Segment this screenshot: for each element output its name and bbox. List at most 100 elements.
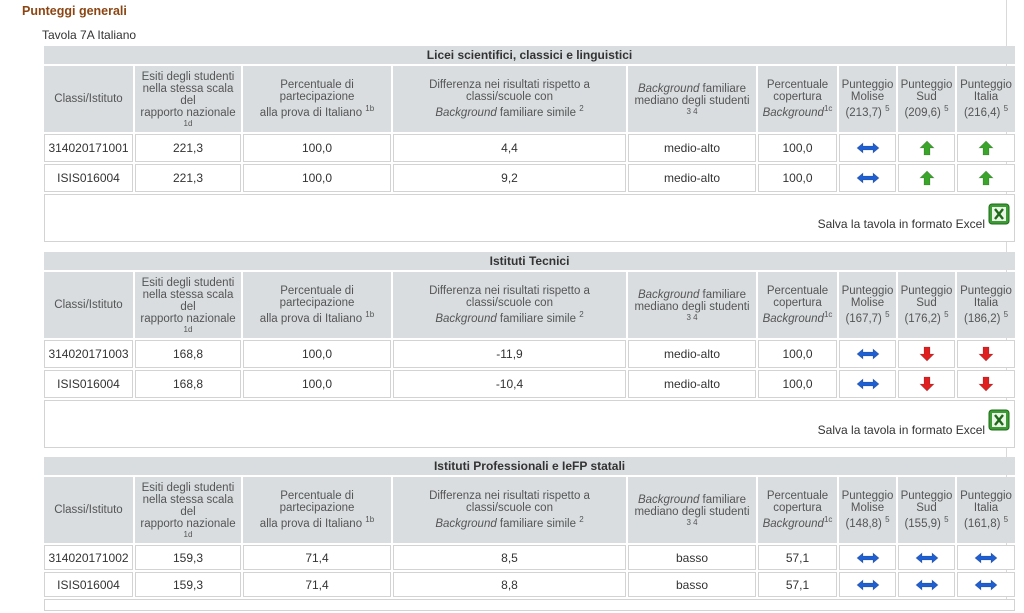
cell-differenza: -10,4 (393, 370, 626, 398)
cell-background: medio-alto (628, 340, 756, 368)
cell-classi: 314020171003 (44, 340, 133, 368)
cell-italia (957, 572, 1016, 597)
equal-arrow-icon (856, 170, 880, 186)
up-arrow-icon (974, 170, 998, 186)
col-header-italia: Punteggio Italia (161,8) 5 (957, 477, 1016, 543)
cell-sud (898, 370, 955, 398)
col-header-sud: Punteggio Sud (155,9) 5 (898, 477, 955, 543)
cell-background: medio-alto (628, 370, 756, 398)
cell-italia (957, 164, 1015, 192)
col-header-copertura: Percentuale copertura Background1c (758, 66, 837, 132)
up-arrow-icon (915, 140, 939, 156)
cell-differenza: 9,2 (393, 164, 626, 192)
equal-arrow-icon (856, 550, 880, 566)
cell-esiti: 159,3 (135, 572, 241, 597)
col-header-italia: Punteggio Italia (216,4) 5 (957, 66, 1015, 132)
cell-esiti: 159,3 (135, 545, 241, 570)
col-header-background: Background familiare mediano degli studen… (628, 66, 756, 132)
col-header-esiti: Esiti degli studenti nella stessa scala de… (135, 477, 241, 543)
excel-export-label[interactable]: Salva la tavola in formato Excel (817, 423, 986, 437)
cell-italia (957, 545, 1016, 570)
cell-molise (839, 164, 896, 192)
equal-arrow-icon (856, 346, 880, 362)
cell-differenza: 8,8 (393, 572, 626, 597)
category-title: Istituti Tecnici (44, 252, 1016, 270)
cell-background: medio-alto (628, 164, 756, 192)
col-header-esiti: Esiti degli studenti nella stessa scala de… (135, 66, 241, 132)
cell-copertura: 100,0 (758, 370, 837, 398)
cell-sud (898, 164, 955, 192)
excel-export-link[interactable]: Salva la tavola in formato Excel (818, 203, 1014, 241)
cell-esiti: 168,8 (135, 370, 241, 398)
table-title: Tavola 7A Italiano (42, 28, 137, 42)
table-row: ISIS016004 159,3 71,4 8,8 basso 57,1 (44, 572, 1016, 597)
col-header-molise: Punteggio Molise (148,8) 5 (839, 477, 896, 543)
col-header-percentuale: Percentuale di partecipazione alla prova d… (243, 272, 391, 338)
cell-classi: ISIS016004 (44, 370, 133, 398)
cell-italia (957, 134, 1015, 162)
results-table: Licei scientifici, classici e linguistic… (42, 44, 1017, 244)
col-header-classi: Classi/Istituto (44, 477, 133, 543)
results-table: Istituti Tecnici Classi/Istituto Esiti deg… (42, 250, 1017, 450)
down-arrow-icon (974, 346, 998, 362)
down-arrow-icon (915, 376, 939, 392)
col-header-percentuale: Percentuale di partecipazione alla prova d… (243, 477, 391, 543)
cell-classi: 314020171002 (44, 545, 133, 570)
col-header-background: Background familiare mediano degli studen… (628, 477, 756, 543)
col-header-italia: Punteggio Italia (186,2) 5 (957, 272, 1016, 338)
col-header-differenza: Differenza nei risultati rispetto a class… (393, 272, 626, 338)
cell-italia (957, 340, 1016, 368)
cell-esiti: 221,3 (135, 134, 241, 162)
results-table: Istituti Professionali e IeFP statali Cla… (42, 455, 1017, 613)
table-row: 314020171002 159,3 71,4 8,5 basso 57,1 (44, 545, 1016, 570)
cell-percentuale: 71,4 (243, 572, 391, 597)
equal-arrow-icon (856, 577, 880, 593)
header-row: Classi/Istituto Esiti degli studenti nella… (44, 66, 1015, 132)
cell-sud (898, 545, 955, 570)
cell-copertura: 57,1 (758, 572, 837, 597)
down-arrow-icon (915, 346, 939, 362)
category-title: Istituti Professionali e IeFP statali (44, 457, 1016, 475)
col-header-sud: Punteggio Sud (209,6) 5 (898, 66, 955, 132)
excel-export-label[interactable]: Salva la tavola in formato Excel (817, 217, 985, 231)
cell-classi: 314020171001 (44, 134, 133, 162)
excel-file-icon[interactable] (988, 203, 1010, 225)
cell-background: basso (628, 572, 756, 597)
table-row: 314020171003 168,8 100,0 -11,9 medio-alto 100… (44, 340, 1016, 368)
cell-background: medio-alto (628, 134, 756, 162)
equal-arrow-icon (856, 376, 880, 392)
equal-arrow-icon (974, 550, 998, 566)
cell-percentuale: 100,0 (243, 134, 391, 162)
down-arrow-icon (974, 376, 998, 392)
cell-sud (898, 340, 955, 368)
excel-file-icon[interactable] (988, 409, 1010, 431)
excel-export-cell: Salva la tavola in formato Excel (44, 400, 1016, 448)
col-header-copertura: Percentuale copertura Background1c (758, 272, 837, 338)
col-header-classi: Classi/Istituto (44, 66, 133, 132)
cell-classi: ISIS016004 (44, 572, 133, 597)
equal-arrow-icon (915, 550, 939, 566)
cell-differenza: -11,9 (393, 340, 626, 368)
cell-differenza: 4,4 (393, 134, 626, 162)
cell-percentuale: 100,0 (243, 164, 391, 192)
excel-export-cell: Salva la tavola in formato Excel (44, 194, 1015, 242)
cell-molise (839, 340, 896, 368)
cell-italia (957, 370, 1016, 398)
col-header-background: Background familiare mediano degli studen… (628, 272, 756, 338)
cell-sud (898, 572, 955, 597)
up-arrow-icon (974, 140, 998, 156)
cell-molise (839, 545, 896, 570)
cell-copertura: 100,0 (758, 134, 837, 162)
header-row: Classi/Istituto Esiti degli studenti nella… (44, 272, 1016, 338)
col-header-molise: Punteggio Molise (167,7) 5 (839, 272, 896, 338)
col-header-percentuale: Percentuale di partecipazione alla prova d… (243, 66, 391, 132)
col-header-molise: Punteggio Molise (213,7) 5 (839, 66, 896, 132)
category-title: Licei scientifici, classici e linguistic… (44, 46, 1015, 64)
equal-arrow-icon (915, 577, 939, 593)
cell-classi: ISIS016004 (44, 164, 133, 192)
col-header-esiti: Esiti degli studenti nella stessa scala de… (135, 272, 241, 338)
excel-export-link[interactable]: Salva la tavola in formato Excel (818, 409, 1014, 447)
cell-differenza: 8,5 (393, 545, 626, 570)
results-section: Licei scientifici, classici e linguistic… (42, 46, 1015, 244)
results-section: Istituti Tecnici Classi/Istituto Esiti deg… (42, 250, 1017, 450)
